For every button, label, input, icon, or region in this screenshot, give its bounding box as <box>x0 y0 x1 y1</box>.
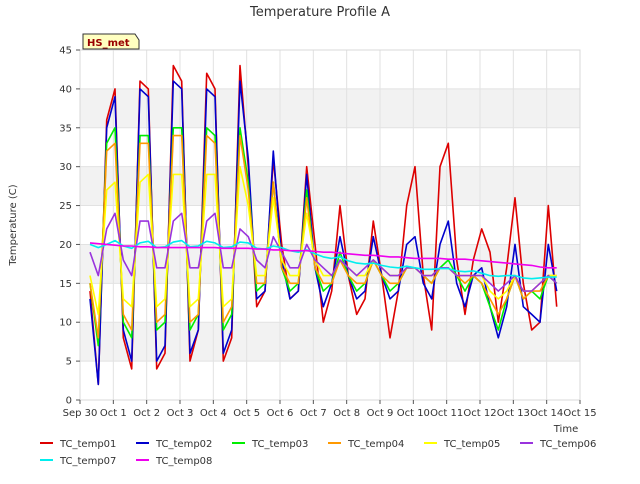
y-tick-label: 40 <box>59 84 72 95</box>
legend-label: TC_temp07 <box>59 456 116 467</box>
x-tick-label: Oct 3 <box>167 408 194 419</box>
y-tick-label: 35 <box>59 123 72 134</box>
legend-label: TC_temp01 <box>59 439 116 450</box>
x-tick-label: Oct 12 <box>463 408 496 419</box>
y-tick-label: 25 <box>59 201 72 212</box>
background-band <box>80 88 580 128</box>
series-line-tc-temp06 <box>89 212 558 292</box>
legend-item: TC_temp06 <box>520 439 596 450</box>
legend-item: TC_temp04 <box>328 439 404 450</box>
y-tick-label: 5 <box>66 357 72 368</box>
chart-title: Temperature Profile A <box>249 5 390 20</box>
badge-shape <box>82 33 140 50</box>
plot-frame <box>79 49 581 401</box>
x-tick-label: Oct 1 <box>100 408 127 419</box>
y-tick-label: 10 <box>59 318 72 329</box>
y-tick-label: 45 <box>59 46 72 57</box>
y-tick-label: 15 <box>59 279 72 290</box>
y-ticks: 0 5 10 15 20 25 30 35 40 45 <box>59 46 80 407</box>
series-line-tc-temp07 <box>89 239 557 280</box>
x-tick-label: Oct 10 <box>397 408 430 419</box>
x-tick-label: Oct 8 <box>333 408 360 419</box>
legend-label: TC_temp04 <box>347 439 404 450</box>
x-tick-label: Oct 14 <box>530 408 563 419</box>
legend: TC_temp01 TC_temp02 TC_temp03 TC_temp04 TC_t… <box>40 439 596 467</box>
legend-label: TC_temp05 <box>443 439 500 450</box>
y-tick-label: 0 <box>66 396 72 407</box>
x-tick-label: Sep 30 <box>63 408 98 419</box>
x-tick-label: Oct 11 <box>430 408 463 419</box>
x-tick-label: Oct 5 <box>233 408 260 419</box>
x-tick-label: Oct 7 <box>300 408 327 419</box>
x-tick-label: Oct 15 <box>563 408 596 419</box>
legend-label: TC_temp02 <box>155 439 212 450</box>
legend-item: TC_temp02 <box>136 439 212 450</box>
y-tick-label: 20 <box>59 240 72 251</box>
legend-item: TC_temp07 <box>40 456 116 467</box>
x-ticks: Sep 30 Oct 1 Oct 2 Oct 3 Oct 4 Oct 5 Oct 6 Oct … <box>63 400 597 419</box>
legend-label: TC_temp03 <box>251 439 308 450</box>
x-tick-label: Oct 9 <box>367 408 394 419</box>
x-tick-label: Oct 2 <box>133 408 160 419</box>
badge-label: HS_met <box>87 38 130 49</box>
x-tick-label: Oct 6 <box>267 408 294 419</box>
legend-label: TC_temp08 <box>155 456 212 467</box>
y-axis-label: Temperature (C) <box>8 184 19 266</box>
legend-item: TC_temp01 <box>40 439 116 450</box>
y-tick-label: 30 <box>59 162 72 173</box>
series-line-tc-temp03 <box>89 127 558 347</box>
legend-item: TC_temp03 <box>232 439 308 450</box>
background-band <box>80 166 580 206</box>
x-tick-label: Oct 4 <box>200 408 227 419</box>
x-tick-label: Oct 13 <box>497 408 530 419</box>
x-axis-label: Time <box>553 424 578 435</box>
legend-item: TC_temp05 <box>424 439 500 450</box>
hs-met-badge: HS_met <box>82 33 140 50</box>
series-lines <box>89 64 558 386</box>
legend-label: TC_temp06 <box>539 439 596 450</box>
series-line-tc-temp08 <box>89 242 557 269</box>
legend-item: TC_temp08 <box>136 456 212 467</box>
